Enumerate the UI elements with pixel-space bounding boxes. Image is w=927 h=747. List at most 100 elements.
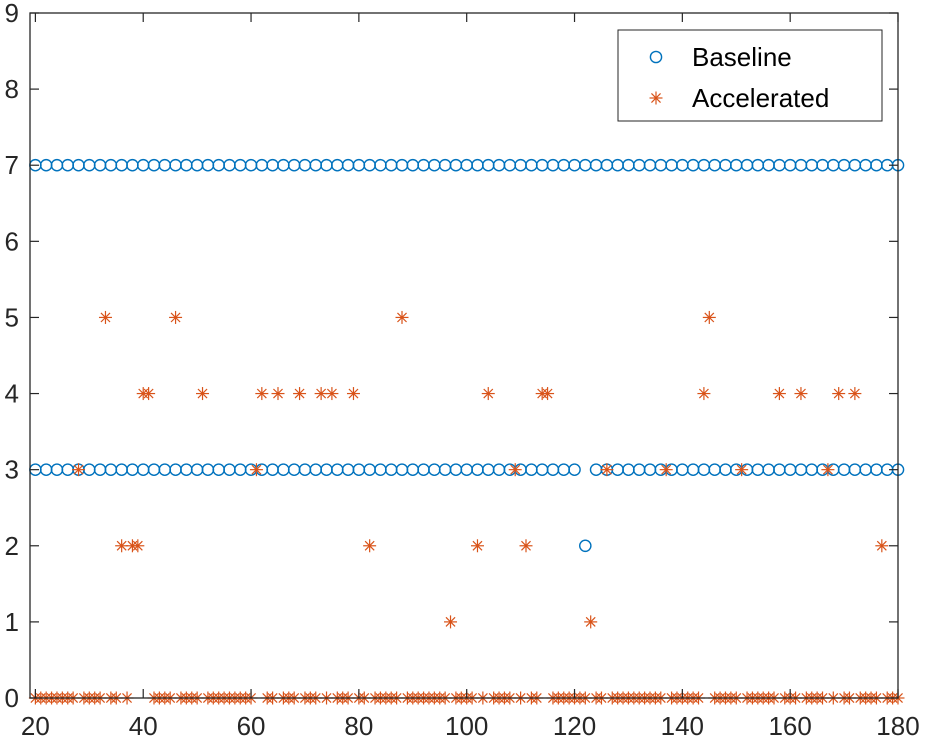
data-point-accelerated — [169, 310, 183, 324]
legend: Baseline Accelerated — [617, 29, 883, 122]
data-point-accelerated — [131, 539, 145, 553]
baseline-series — [29, 158, 905, 553]
data-point-baseline — [697, 463, 711, 476]
data-point-baseline — [50, 158, 64, 172]
data-point-baseline — [579, 158, 592, 172]
data-point-baseline — [39, 158, 53, 172]
data-point-baseline — [363, 463, 376, 476]
data-point-baseline — [471, 158, 484, 172]
data-point-baseline — [665, 158, 678, 172]
data-point-accelerated — [293, 387, 307, 401]
data-point-baseline — [331, 463, 344, 476]
legend-label-accelerated: Accelerated — [692, 83, 829, 113]
data-point-baseline — [859, 463, 872, 476]
data-point-accelerated — [584, 615, 598, 629]
data-point-baseline — [126, 158, 139, 172]
data-point-baseline — [643, 158, 657, 172]
data-point-accelerated — [98, 310, 112, 324]
data-point-baseline — [632, 463, 646, 476]
data-point-baseline — [546, 158, 560, 172]
data-point-baseline — [255, 158, 269, 172]
data-point-baseline — [136, 463, 150, 476]
data-point-accelerated — [481, 387, 495, 401]
data-point-baseline — [719, 158, 732, 172]
data-point-baseline — [180, 463, 193, 476]
y-tick-label: 5 — [5, 302, 19, 332]
data-point-accelerated — [395, 310, 409, 324]
data-point-baseline — [352, 158, 366, 172]
data-point-baseline — [417, 158, 430, 172]
data-point-baseline — [438, 463, 452, 476]
data-point-baseline — [535, 158, 549, 172]
data-point-baseline — [147, 463, 161, 476]
data-point-baseline — [600, 158, 614, 172]
data-point-baseline — [859, 158, 872, 172]
data-point-baseline — [557, 158, 571, 172]
data-point-baseline — [622, 158, 635, 172]
data-point-baseline — [428, 158, 441, 172]
data-point-baseline — [719, 463, 732, 476]
data-point-baseline — [266, 158, 279, 172]
data-point-accelerated — [314, 387, 328, 401]
data-point-baseline — [331, 158, 344, 172]
data-point-baseline — [449, 463, 463, 476]
data-point-baseline — [374, 158, 387, 172]
data-point-baseline — [309, 463, 323, 476]
data-point-baseline — [158, 463, 172, 476]
data-point-baseline — [309, 158, 323, 172]
data-point-baseline — [492, 158, 506, 172]
data-point-baseline — [83, 158, 96, 172]
data-point-baseline — [298, 158, 312, 172]
data-point-baseline — [277, 463, 290, 476]
data-point-baseline — [72, 158, 85, 172]
data-point-baseline — [460, 463, 473, 476]
data-point-baseline — [277, 158, 290, 172]
data-point-baseline — [180, 158, 193, 172]
y-tick-label: 8 — [5, 74, 19, 104]
data-point-baseline — [751, 463, 765, 476]
data-point-baseline — [686, 463, 700, 476]
data-point-baseline — [147, 158, 161, 172]
data-point-baseline — [622, 463, 635, 476]
data-point-baseline — [783, 463, 797, 476]
axes-box — [29, 12, 899, 699]
data-point-accelerated — [470, 539, 484, 553]
data-point-baseline — [201, 158, 215, 172]
x-tick-label: 140 — [661, 711, 704, 741]
data-point-baseline — [816, 158, 829, 172]
data-point-baseline — [384, 158, 398, 172]
x-tick-label: 120 — [553, 711, 596, 741]
legend-box — [617, 29, 883, 122]
data-point-baseline — [708, 463, 721, 476]
data-point-baseline — [773, 463, 786, 476]
data-point-baseline — [697, 158, 711, 172]
data-point-accelerated — [735, 463, 749, 477]
data-point-accelerated — [346, 387, 360, 401]
data-point-baseline — [762, 463, 775, 476]
data-point-baseline — [428, 463, 441, 476]
x-tick-label: 80 — [344, 711, 373, 741]
data-point-baseline — [104, 158, 118, 172]
data-point-baseline — [93, 158, 107, 172]
data-point-baseline — [643, 463, 657, 476]
data-point-accelerated — [255, 387, 269, 401]
data-point-baseline — [676, 463, 689, 476]
data-point-baseline — [481, 158, 495, 172]
data-point-baseline — [676, 158, 689, 172]
data-point-accelerated — [325, 387, 339, 401]
data-point-baseline — [438, 158, 452, 172]
data-point-baseline — [514, 158, 527, 172]
data-point-baseline — [61, 463, 75, 476]
data-point-baseline — [654, 158, 668, 172]
data-point-baseline — [579, 539, 592, 553]
axis-ticks: 20 40 60 80 100 120 140 160 180 0 1 2 3 4 5 6 7 8 9 — [5, 0, 920, 741]
data-point-accelerated — [444, 615, 458, 629]
data-point-accelerated — [848, 387, 862, 401]
data-point-baseline — [374, 463, 387, 476]
y-tick-label: 3 — [5, 455, 19, 485]
data-point-baseline — [136, 158, 150, 172]
data-point-accelerated — [519, 539, 533, 553]
data-point-baseline — [471, 463, 484, 476]
legend-label-baseline: Baseline — [692, 42, 792, 72]
